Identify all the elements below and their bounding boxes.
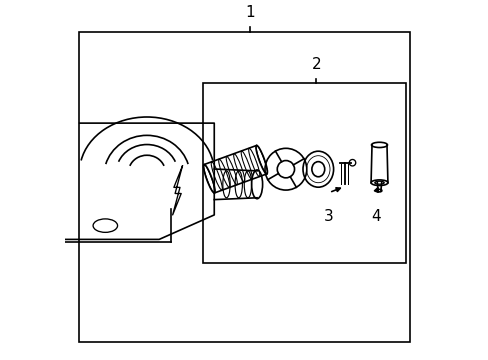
Bar bbox=[203, 83, 406, 263]
Text: 2: 2 bbox=[311, 57, 321, 72]
Text: 4: 4 bbox=[370, 209, 380, 224]
Text: 3: 3 bbox=[324, 209, 333, 224]
Text: 1: 1 bbox=[244, 5, 254, 20]
Bar bbox=[79, 32, 409, 342]
